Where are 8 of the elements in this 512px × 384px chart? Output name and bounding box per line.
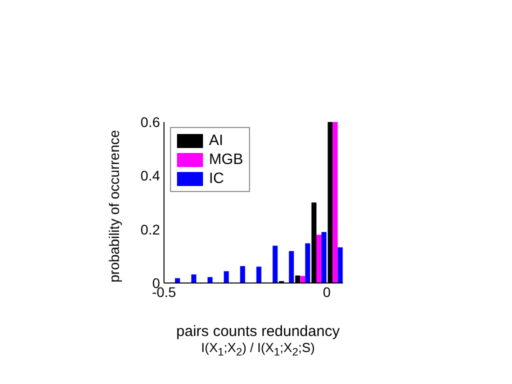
legend-label: MGB bbox=[209, 151, 244, 168]
text: pairs counts redundancy I(X$_{1}$;X$_{2}$) / I(X$_{1}$;X$_{2}$;S) bbox=[176, 323, 340, 359]
y-tick-label: 0.4 bbox=[140, 168, 160, 184]
y-axis-title: probability of occurrence bbox=[106, 130, 122, 282]
legend-label: IC bbox=[209, 170, 224, 187]
y-tick-label: 0.2 bbox=[140, 221, 160, 238]
legend-label: AI bbox=[209, 132, 224, 149]
y-tick-label: 0.6 bbox=[140, 114, 160, 130]
